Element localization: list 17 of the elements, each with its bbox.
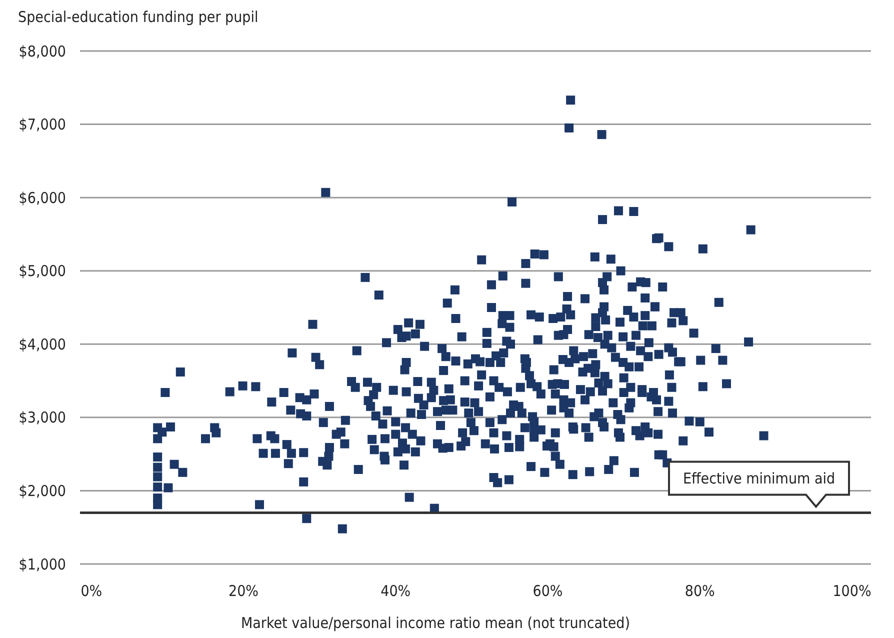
x-tick-label: 100% — [832, 582, 872, 600]
x-axis-title: Market value/personal income ratio mean (not truncated) — [241, 614, 630, 632]
y-tick-label: $1,000 — [18, 555, 66, 574]
x-tick-label: 0% — [80, 582, 102, 600]
y-tick-label: $8,000 — [18, 42, 66, 60]
x-tick-label: 20% — [228, 582, 259, 600]
y-tick-label: $3,000 — [18, 408, 66, 427]
y-tick-label: $7,000 — [18, 116, 66, 134]
y-tick-label: $6,000 — [18, 188, 66, 207]
y-tick-label: $4,000 — [18, 335, 66, 354]
ref-line-label: Effective minimum aid — [682, 469, 836, 488]
x-tick-label: 60% — [532, 582, 563, 600]
x-tick-label: 80% — [684, 582, 716, 600]
y-tick-label: $5,000 — [18, 262, 66, 280]
y-axis-title: Special-education funding per pupil — [18, 8, 258, 26]
y-tick-label: $2,000 — [18, 482, 66, 500]
x-tick-label: 40% — [380, 582, 411, 600]
